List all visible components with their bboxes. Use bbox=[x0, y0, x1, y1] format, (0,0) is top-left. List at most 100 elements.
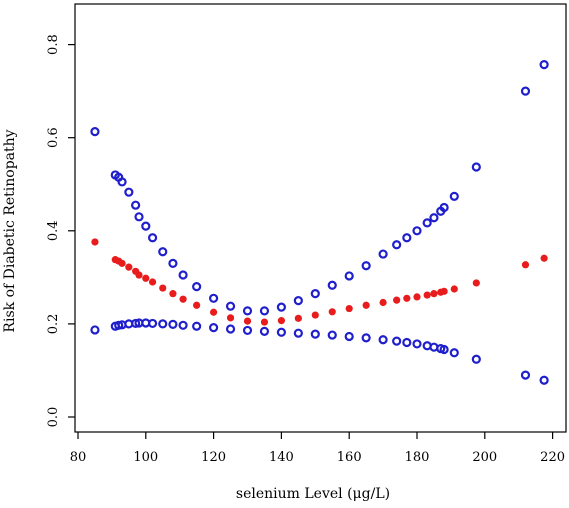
data-point bbox=[520, 86, 531, 96]
data-point bbox=[311, 311, 319, 319]
data-point bbox=[259, 306, 270, 316]
data-point bbox=[402, 233, 412, 243]
y-tick-label: 0.6 bbox=[46, 127, 61, 148]
data-point bbox=[471, 162, 481, 172]
y-axis-title: Risk of Diabetic Retinopathy bbox=[2, 129, 18, 332]
plot-border bbox=[74, 3, 567, 433]
data-point bbox=[345, 304, 353, 313]
data-point bbox=[118, 259, 126, 267]
data-point bbox=[192, 321, 202, 331]
data-point bbox=[378, 335, 388, 345]
data-point bbox=[90, 127, 100, 137]
data-point bbox=[209, 323, 219, 333]
y-tick-label: 0.4 bbox=[46, 220, 61, 241]
data-point bbox=[539, 375, 549, 385]
data-point bbox=[422, 218, 432, 228]
y-tick-label: 0.0 bbox=[46, 407, 61, 428]
data-point bbox=[423, 291, 431, 299]
data-point bbox=[361, 333, 371, 343]
data-point bbox=[449, 348, 459, 358]
data-point bbox=[361, 261, 371, 271]
x-tick-label: 100 bbox=[133, 450, 158, 465]
data-point bbox=[471, 354, 481, 364]
data-point bbox=[159, 284, 167, 292]
data-point bbox=[276, 302, 286, 312]
x-tick-label: 140 bbox=[269, 450, 294, 465]
data-point bbox=[169, 290, 177, 298]
data-point bbox=[440, 287, 448, 295]
data-point bbox=[141, 221, 151, 231]
data-point bbox=[178, 320, 188, 330]
data-point bbox=[293, 296, 303, 306]
y-axis: 0.0 0.2 0.4 0.6 0.8 bbox=[46, 34, 75, 427]
data-point bbox=[379, 298, 387, 307]
x-tick-label: 160 bbox=[337, 450, 362, 465]
data-point bbox=[310, 289, 320, 299]
data-point bbox=[158, 319, 168, 329]
data-point bbox=[344, 271, 354, 281]
data-point bbox=[124, 187, 134, 197]
data-point bbox=[192, 282, 202, 292]
data-point bbox=[178, 270, 188, 280]
data-point bbox=[276, 327, 286, 337]
x-tick-label: 220 bbox=[540, 450, 565, 465]
data-point bbox=[225, 324, 236, 334]
data-point bbox=[429, 213, 439, 223]
data-point bbox=[242, 306, 253, 316]
data-point bbox=[402, 337, 412, 348]
data-point bbox=[294, 314, 302, 322]
data-point bbox=[327, 330, 337, 340]
plot-frame bbox=[74, 3, 567, 433]
data-point bbox=[147, 233, 158, 243]
data-point bbox=[310, 329, 320, 339]
data-point bbox=[520, 370, 531, 380]
data-point bbox=[393, 296, 401, 304]
x-axis: 80 100 120 140 160 180 200 220 bbox=[70, 432, 565, 465]
data-point bbox=[439, 202, 449, 213]
data-point bbox=[243, 317, 252, 325]
data-point bbox=[328, 308, 336, 316]
x-axis-title: selenium Level (μg/L) bbox=[236, 486, 390, 502]
data-point bbox=[344, 331, 354, 342]
data-point bbox=[131, 200, 141, 210]
data-point bbox=[91, 238, 99, 246]
data-point bbox=[135, 271, 143, 279]
data-point bbox=[403, 294, 411, 302]
data-point bbox=[413, 293, 421, 301]
x-tick-label: 180 bbox=[405, 450, 430, 465]
data-point bbox=[148, 278, 157, 286]
data-point bbox=[293, 328, 303, 338]
y-tick-label: 0.8 bbox=[46, 34, 61, 55]
data-point bbox=[521, 261, 530, 269]
data-point bbox=[168, 319, 178, 329]
data-point bbox=[259, 326, 270, 336]
data-point bbox=[242, 325, 253, 336]
data-point bbox=[327, 280, 337, 290]
data-point bbox=[260, 318, 269, 326]
data-point bbox=[142, 274, 150, 282]
data-point bbox=[209, 293, 219, 303]
data-point bbox=[179, 295, 187, 303]
data-point bbox=[540, 254, 548, 262]
data-point bbox=[90, 325, 100, 335]
data-point bbox=[125, 263, 133, 271]
series-2 bbox=[90, 318, 549, 385]
x-tick-label: 120 bbox=[201, 450, 226, 465]
data-point bbox=[412, 226, 422, 236]
data-point bbox=[539, 60, 549, 70]
data-point bbox=[378, 249, 388, 259]
data-point bbox=[134, 212, 144, 222]
data-point bbox=[412, 339, 422, 349]
data-point bbox=[193, 301, 201, 309]
data-point bbox=[117, 177, 127, 187]
data-point bbox=[277, 317, 285, 325]
data-point bbox=[430, 290, 438, 298]
data-point bbox=[392, 336, 402, 346]
data-point bbox=[449, 191, 459, 201]
data-point bbox=[450, 285, 458, 293]
data-point bbox=[210, 308, 218, 316]
data-point bbox=[392, 240, 402, 250]
data-point bbox=[158, 247, 168, 257]
data-point bbox=[362, 301, 370, 309]
